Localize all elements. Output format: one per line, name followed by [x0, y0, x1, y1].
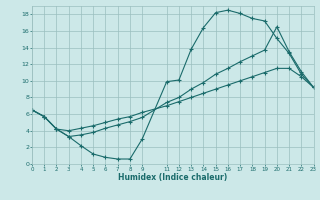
X-axis label: Humidex (Indice chaleur): Humidex (Indice chaleur): [118, 173, 228, 182]
